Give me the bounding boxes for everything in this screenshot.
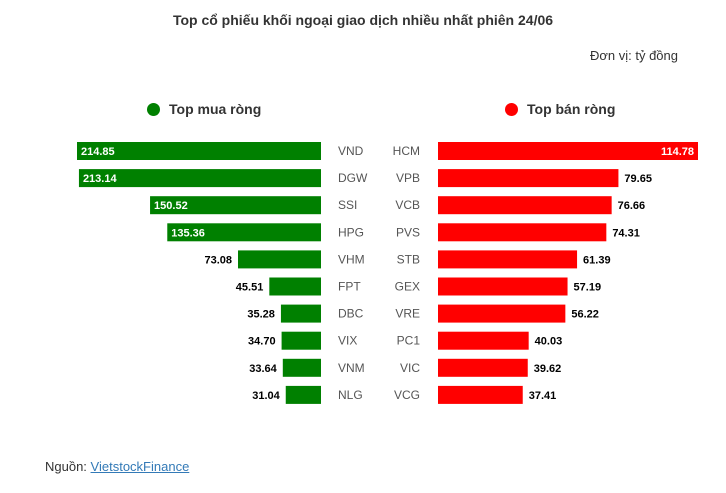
sell-category-label: PVS — [396, 225, 420, 239]
buy-bar-SSI — [150, 196, 321, 215]
buy-category-label: FPT — [338, 280, 361, 294]
buy-bar-FPT — [269, 277, 321, 296]
buy-value-label: 214.85 — [81, 146, 115, 158]
chart-title: Top cổ phiếu khối ngoại giao dịch nhiều … — [172, 12, 554, 28]
buy-bar-VIX — [281, 331, 321, 350]
sell-bar-GEX — [438, 277, 568, 296]
buy-bar-VHM — [238, 250, 321, 269]
sell-bar-HCM — [438, 142, 698, 160]
buy-category-label: VNM — [338, 361, 365, 375]
legend-sell-marker — [505, 102, 518, 116]
sell-category-label: VPB — [396, 171, 420, 185]
sell-category-label: VCG — [394, 388, 420, 402]
buy-category-label: DBC — [338, 307, 364, 321]
unit-label: Đơn vị: tỷ đồng — [589, 48, 678, 63]
buy-category-label: VND — [338, 144, 364, 158]
sell-value-label: 61.39 — [583, 254, 611, 266]
buy-value-label: 135.36 — [171, 227, 205, 239]
buy-category-label: NLG — [338, 388, 363, 402]
source-note: Nguồn: VietstockFinance — [45, 459, 189, 474]
buy-value-label: 33.64 — [249, 363, 277, 375]
buy-category-label: VHM — [338, 252, 365, 266]
sell-category-label: GEX — [395, 280, 420, 294]
sell-bar-STB — [438, 250, 578, 269]
sell-value-label: 74.31 — [612, 227, 640, 239]
sell-value-label: 39.62 — [534, 363, 562, 375]
legend-buy: Top mua ròng — [147, 101, 261, 117]
sell-bar-VCG — [438, 385, 523, 404]
sell-value-label: 56.22 — [571, 309, 599, 321]
legend-buy-label: Top mua ròng — [169, 101, 262, 117]
buy-value-label: 150.52 — [154, 200, 188, 212]
sell-bar-PVS — [438, 223, 607, 242]
source-link[interactable]: VietstockFinance — [90, 459, 190, 474]
buy-bar-VNM — [282, 358, 321, 377]
buy-bar-HPG — [167, 223, 321, 242]
legend-buy-marker — [147, 102, 160, 116]
buy-bar-DBC — [280, 304, 321, 323]
buy-category-label: DGW — [338, 171, 368, 185]
legend-sell-label: Top bán ròng — [527, 101, 616, 117]
buy-bar-VND — [77, 142, 321, 160]
buy-value-label: 45.51 — [236, 282, 264, 294]
sell-category-label: STB — [397, 252, 420, 266]
buy-value-label: 31.04 — [252, 390, 280, 402]
sell-bar-VCB — [438, 196, 612, 215]
sell-value-label: 79.65 — [624, 173, 652, 185]
buy-bar-DGW — [78, 169, 321, 188]
sell-value-label: 57.19 — [574, 282, 602, 294]
sell-value-label: 40.03 — [535, 336, 563, 348]
buy-bar-NLG — [285, 385, 321, 404]
buy-value-label: 35.28 — [247, 309, 275, 321]
sell-bar-PC1 — [438, 331, 529, 350]
sell-category-label: VCB — [395, 198, 420, 212]
sell-category-label: HCM — [393, 144, 420, 158]
sell-value-label: 37.41 — [529, 390, 557, 402]
sell-value-label: 76.66 — [618, 200, 646, 212]
buy-category-label: VIX — [338, 334, 357, 348]
buy-category-label: HPG — [338, 225, 364, 239]
source-prefix: Nguồn: — [45, 459, 91, 474]
sell-category-label: VRE — [395, 307, 420, 321]
legend-sell: Top bán ròng — [505, 101, 615, 117]
sell-bar-VPB — [438, 169, 619, 188]
sell-value-label: 114.78 — [661, 146, 694, 158]
buy-value-label: 73.08 — [204, 254, 232, 266]
buy-value-label: 213.14 — [83, 173, 118, 185]
buy-value-label: 34.70 — [248, 336, 276, 348]
buy-category-label: SSI — [338, 198, 357, 212]
sell-bar-VIC — [438, 358, 528, 377]
sell-category-label: PC1 — [397, 334, 421, 348]
sell-category-label: VIC — [400, 361, 420, 375]
sell-bar-VRE — [438, 304, 566, 323]
